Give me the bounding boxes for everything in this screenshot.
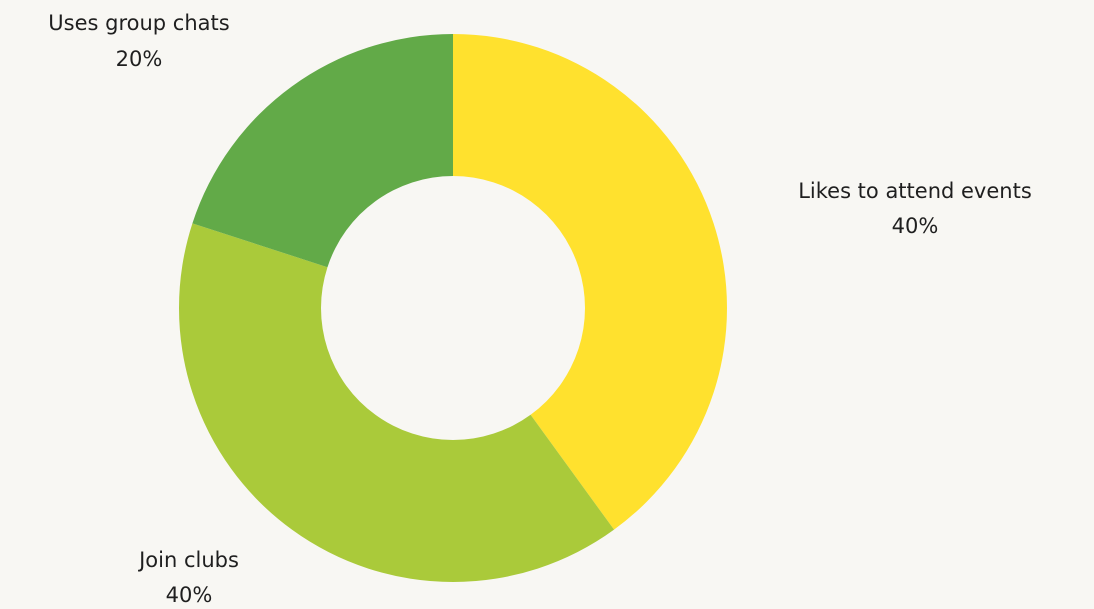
- slice-value-clubs: 40%: [166, 583, 213, 607]
- donut-slice-likes-to-attend-events: [453, 34, 727, 530]
- donut-slice-join-clubs: [178, 223, 615, 582]
- slice-label-events: Likes to attend events: [798, 179, 1032, 203]
- slice-labels: Likes to attend events 40% Join clubs 40…: [48, 11, 1032, 607]
- donut-slice-uses-group-chats: [192, 34, 453, 268]
- slice-label-group-chats: Uses group chats: [48, 11, 229, 35]
- slice-value-group-chats: 20%: [116, 47, 163, 71]
- slice-label-clubs: Join clubs: [137, 548, 239, 572]
- slice-value-events: 40%: [892, 214, 939, 238]
- donut-slices: [178, 34, 727, 582]
